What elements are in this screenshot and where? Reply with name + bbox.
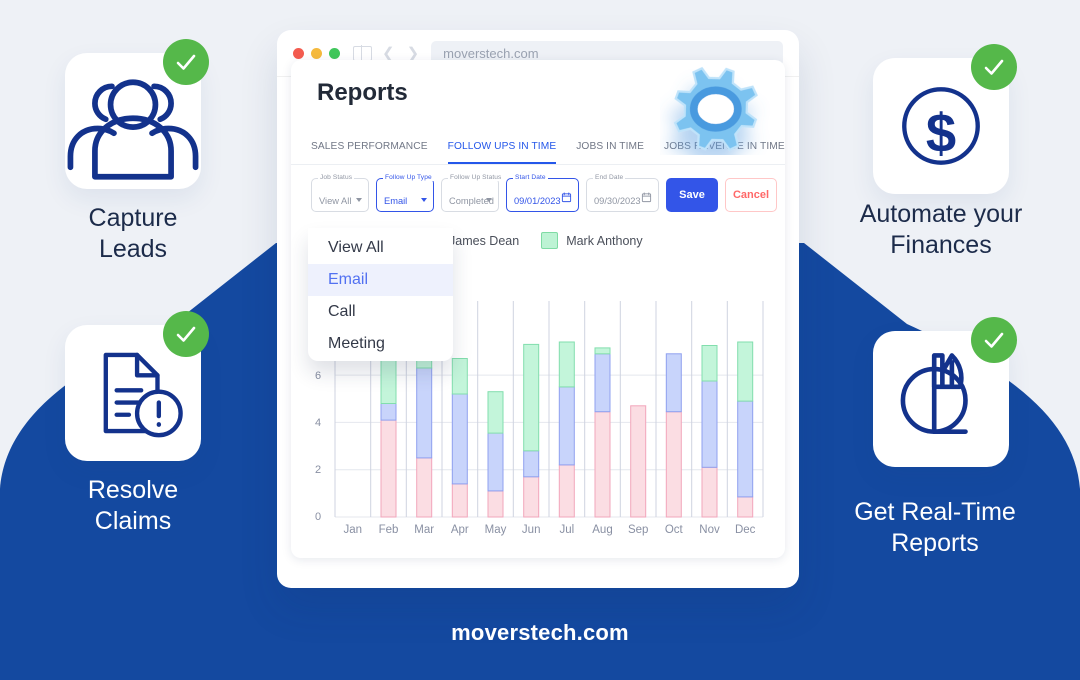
svg-text:Dec: Dec xyxy=(735,524,756,536)
svg-text:6: 6 xyxy=(315,370,321,382)
svg-text:Apr: Apr xyxy=(451,524,469,536)
svg-text:0: 0 xyxy=(315,511,321,523)
svg-text:Feb: Feb xyxy=(379,524,399,536)
svg-text:Jul: Jul xyxy=(559,524,574,536)
svg-text:Nov: Nov xyxy=(699,524,720,536)
svg-text:Aug: Aug xyxy=(592,524,612,536)
svg-text:May: May xyxy=(485,524,507,536)
svg-text:Mar: Mar xyxy=(414,524,434,536)
svg-text:Jun: Jun xyxy=(522,524,541,536)
svg-text:Oct: Oct xyxy=(665,524,684,536)
svg-text:$: $ xyxy=(926,103,956,164)
svg-text:2: 2 xyxy=(315,464,321,476)
svg-text:Sep: Sep xyxy=(628,524,648,536)
svg-text:4: 4 xyxy=(315,417,321,429)
svg-text:Jan: Jan xyxy=(344,524,363,536)
